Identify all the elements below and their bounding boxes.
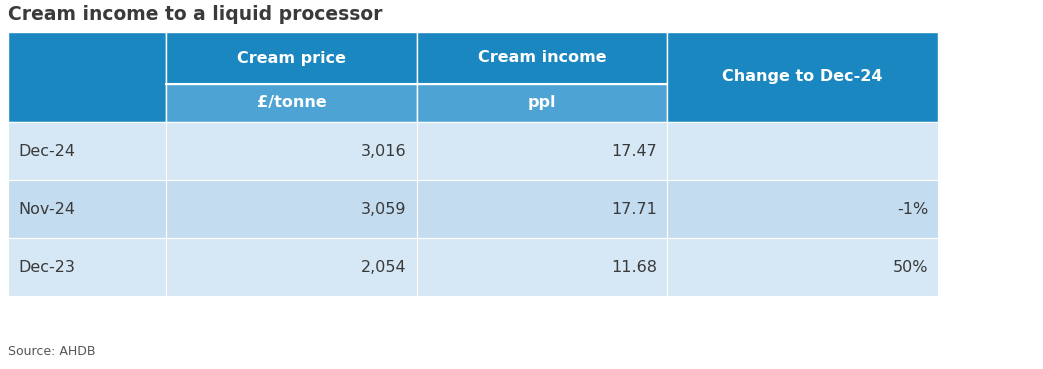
Text: Source: AHDB: Source: AHDB [8, 345, 96, 358]
Text: 3,059: 3,059 [361, 201, 407, 217]
Bar [167, 32, 417, 84]
Bar [417, 238, 668, 296]
Text: -1%: -1% [897, 201, 928, 217]
Bar [8, 122, 167, 180]
Text: Dec-23: Dec-23 [18, 259, 75, 275]
Bar [417, 180, 668, 238]
Bar [167, 84, 417, 122]
Text: Cream income: Cream income [478, 51, 606, 66]
Text: 50%: 50% [893, 259, 928, 275]
Text: Nov-24: Nov-24 [18, 201, 75, 217]
Bar [8, 32, 167, 122]
Bar [668, 180, 938, 238]
Text: 11.68: 11.68 [611, 259, 657, 275]
Text: 17.71: 17.71 [611, 201, 657, 217]
Text: Cream price: Cream price [237, 51, 346, 66]
Text: Dec-24: Dec-24 [18, 144, 75, 159]
Bar [668, 122, 938, 180]
Text: ppl: ppl [528, 96, 556, 110]
Text: Change to Dec-24: Change to Dec-24 [723, 69, 882, 85]
Text: 2,054: 2,054 [361, 259, 407, 275]
Bar [668, 32, 938, 122]
Bar [8, 238, 167, 296]
Text: £/tonne: £/tonne [257, 96, 326, 110]
Bar [417, 32, 668, 84]
Bar [167, 122, 417, 180]
Bar [8, 180, 167, 238]
Text: Cream income to a liquid processor: Cream income to a liquid processor [8, 4, 383, 24]
Text: 17.47: 17.47 [611, 144, 657, 159]
Bar [167, 238, 417, 296]
Bar [417, 122, 668, 180]
Bar [167, 180, 417, 238]
Text: 3,016: 3,016 [361, 144, 407, 159]
Bar [417, 84, 668, 122]
Bar [668, 238, 938, 296]
